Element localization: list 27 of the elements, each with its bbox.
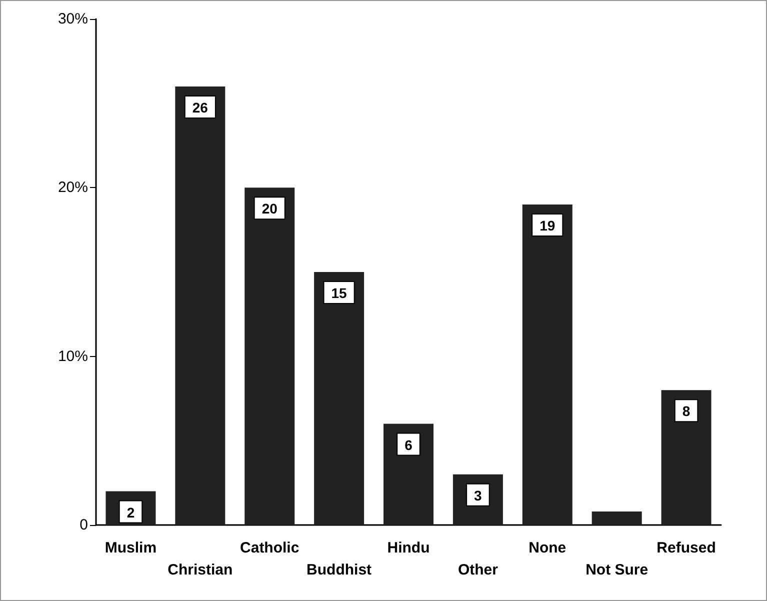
y-tick-label: 10%	[58, 348, 88, 365]
x-tick-label: Catholic	[240, 540, 300, 556]
bar	[661, 390, 712, 525]
x-tick-label: Other	[458, 562, 498, 578]
x-tick-label: Muslim	[104, 540, 157, 556]
data-label: 3	[474, 487, 482, 504]
x-tick-label: Not Sure	[586, 562, 648, 578]
bar	[592, 512, 642, 525]
x-tick-label: Christian	[168, 562, 233, 578]
y-tick-label: 0	[80, 516, 88, 534]
data-label: 2	[126, 504, 135, 520]
bar	[175, 86, 226, 525]
data-label: 20	[262, 200, 278, 217]
x-tick-label: Refused	[656, 540, 716, 556]
data-label: 6	[404, 436, 413, 453]
x-tick-label: Buddhist	[306, 562, 372, 578]
x-tick-label: None	[528, 540, 566, 556]
y-tick-label: 20%	[58, 179, 88, 196]
data-label: 15	[331, 285, 348, 301]
x-tick-label: Hindu	[387, 540, 430, 556]
bar	[314, 272, 364, 525]
bar	[244, 188, 295, 525]
data-label: 8	[682, 403, 690, 420]
y-tick-label: 30%	[58, 10, 88, 28]
data-label: 19	[540, 218, 556, 234]
data-label: 26	[192, 99, 208, 116]
bar	[522, 204, 572, 525]
